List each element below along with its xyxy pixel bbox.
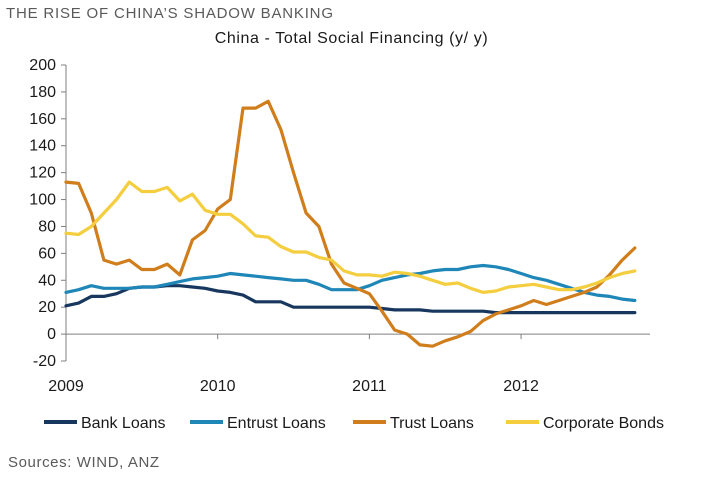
- source-note: Sources: WIND, ANZ: [8, 454, 160, 471]
- y-tick-label: 200: [29, 57, 56, 74]
- series-line-corporate-bonds: [64, 180, 637, 294]
- x-tick-label: 2012: [503, 378, 539, 395]
- headline: THE RISE OF CHINA’S SHADOW BANKING: [6, 5, 334, 22]
- y-tick-label: -20: [33, 353, 56, 370]
- chart-title: China - Total Social Financing (y/ y): [214, 30, 489, 47]
- y-tick-label: 100: [29, 192, 56, 209]
- legend-label-corporate-bonds: Corporate Bonds: [543, 415, 664, 432]
- series-lines: [64, 99, 637, 348]
- legend-label-trust-loans: Trust Loans: [390, 415, 474, 432]
- x-tick-label: 2010: [200, 378, 236, 395]
- y-tick-label: 120: [29, 165, 56, 182]
- series-line-trust-loans: [64, 99, 637, 348]
- y-tick-label: 0: [47, 326, 56, 343]
- legend-label-entrust-loans: Entrust Loans: [227, 415, 326, 432]
- y-tick-label: 140: [29, 138, 56, 155]
- x-tick-label: 2009: [48, 378, 84, 395]
- y-tick-label: 80: [38, 218, 56, 235]
- legend-label-bank-loans: Bank Loans: [81, 415, 166, 432]
- legend: Bank Loans Entrust Loans Trust Loans Corpor…: [44, 415, 664, 432]
- y-tick-label: 160: [29, 111, 56, 128]
- y-tick-label: 40: [38, 272, 56, 289]
- y-tick-label: 20: [38, 299, 56, 316]
- axes: -20 0 20 40 60 80 100 120 140 160 180 200 2009 2010 20…: [29, 57, 650, 395]
- series-line-entrust-loans: [64, 263, 637, 303]
- x-tick-label: 2011: [352, 378, 387, 395]
- y-tick-label: 60: [38, 245, 56, 262]
- y-tick-label: 180: [29, 84, 56, 101]
